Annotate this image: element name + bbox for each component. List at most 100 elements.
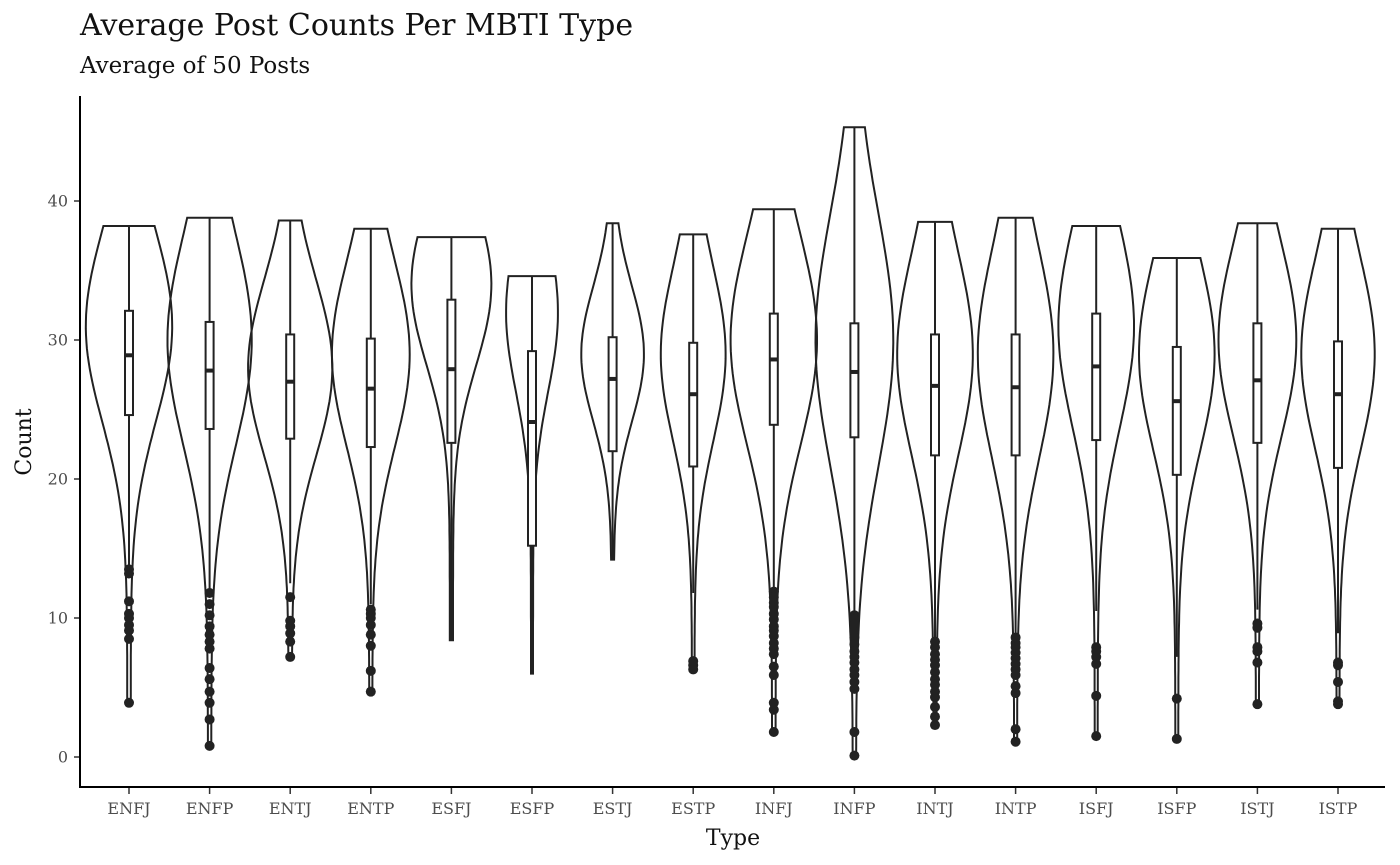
violin-estp	[659, 233, 727, 675]
outlier-point	[204, 636, 215, 647]
outlier-point	[849, 676, 860, 687]
outlier-point	[768, 601, 779, 612]
outlier-point	[1091, 651, 1102, 662]
outlier-point	[1333, 676, 1343, 687]
outlier-point	[930, 711, 940, 722]
outlier-point	[1091, 731, 1102, 742]
outlier-point	[768, 631, 779, 642]
violin-intj	[896, 220, 974, 731]
outlier-point	[930, 692, 940, 703]
outlier-point	[768, 726, 779, 737]
outlier-point	[930, 701, 940, 712]
outlier-point	[849, 750, 860, 761]
outlier-point	[365, 619, 376, 630]
outlier-point	[768, 704, 779, 715]
outlier-point	[204, 610, 215, 621]
violin-outline	[976, 216, 1055, 743]
outlier-point	[124, 596, 134, 607]
outlier-point	[1010, 736, 1021, 747]
outlier-point	[1091, 690, 1102, 701]
x-tick-label: ISTJ	[1240, 799, 1274, 818]
box-iqr	[365, 337, 376, 449]
y-tick-label: 40	[48, 192, 68, 211]
violin-outline	[1217, 222, 1298, 706]
box-iqr	[446, 298, 457, 444]
chart-subtitle: Average of 50 Posts	[80, 53, 311, 79]
violin-infp	[814, 126, 895, 761]
outlier-point	[849, 639, 860, 650]
y-tick-label: 20	[48, 470, 68, 489]
outlier-point	[1252, 646, 1263, 657]
outlier-point	[1252, 699, 1263, 710]
outlier-point	[124, 568, 134, 579]
outlier-point	[204, 697, 215, 708]
outlier-point	[1010, 724, 1021, 735]
x-tick-label: ENTJ	[269, 799, 312, 818]
x-axis-ticks: ENFJ ENFP ENTJ ENTP ESFJ ESFP ESTJ ESTP INFJ INFP…	[107, 788, 1358, 818]
box-iqr	[1333, 340, 1343, 469]
outlier-point	[849, 632, 860, 643]
outlier-point	[1010, 688, 1021, 699]
violin-isfp	[1137, 257, 1216, 744]
outlier-point	[204, 629, 215, 640]
outlier-point	[1252, 622, 1263, 633]
outlier-point	[1333, 660, 1343, 671]
outlier-point	[204, 621, 215, 632]
violin-isfj	[1057, 225, 1135, 742]
violin-outline	[410, 236, 493, 642]
violin-entp	[330, 227, 411, 697]
violin-outline	[1057, 225, 1135, 738]
outlier-point	[365, 613, 376, 623]
outlier-point	[768, 697, 779, 708]
outlier-point	[930, 660, 940, 671]
outlier-point	[204, 740, 215, 751]
outlier-point	[768, 669, 779, 680]
x-tick-label: ENFJ	[107, 799, 150, 818]
violin-estj	[580, 222, 645, 561]
violins	[84, 126, 1376, 761]
outlier-point	[930, 720, 940, 731]
violin-istj	[1217, 222, 1298, 710]
outlier-point	[930, 642, 940, 653]
y-tick-label: 10	[48, 609, 68, 628]
outlier-point	[204, 686, 215, 697]
violin-outline	[166, 216, 253, 747]
x-tick-label: ESTJ	[593, 799, 633, 818]
box-iqr	[285, 333, 296, 440]
outlier-point	[285, 651, 296, 662]
violin-infj	[729, 208, 818, 737]
outlier-point	[365, 629, 376, 640]
violin-outline	[659, 233, 727, 671]
box-iqr	[849, 322, 860, 439]
outlier-point	[849, 657, 860, 668]
violin-intp	[976, 216, 1055, 747]
outlier-point	[688, 664, 699, 675]
y-tick-label: 30	[48, 331, 68, 350]
box-iqr	[1171, 345, 1182, 476]
box-iqr	[124, 309, 134, 417]
outlier-point	[365, 665, 376, 676]
outlier-point	[204, 674, 215, 685]
x-axis-title: Type	[706, 826, 760, 851]
violin-enfp	[166, 216, 253, 751]
x-tick-label: ESFP	[510, 799, 555, 818]
outlier-point	[930, 667, 940, 678]
x-tick-label: ENTP	[347, 799, 394, 818]
outlier-point	[204, 714, 215, 725]
box-iqr	[768, 312, 779, 426]
box-iqr	[527, 350, 537, 547]
outlier-point	[768, 661, 779, 672]
outlier-point	[285, 592, 296, 603]
violin-outline	[330, 227, 411, 693]
outlier-point	[1010, 669, 1021, 680]
outlier-point	[1333, 699, 1343, 710]
outlier-point	[285, 636, 296, 647]
box-iqr	[688, 341, 699, 468]
outlier-point	[768, 614, 779, 625]
outlier-point	[768, 649, 779, 660]
y-axis-ticks: 0 10 20 30 40	[48, 192, 80, 767]
x-tick-label: ISTP	[1319, 799, 1358, 818]
box-iqr	[930, 333, 940, 457]
outlier-point	[1171, 693, 1182, 704]
